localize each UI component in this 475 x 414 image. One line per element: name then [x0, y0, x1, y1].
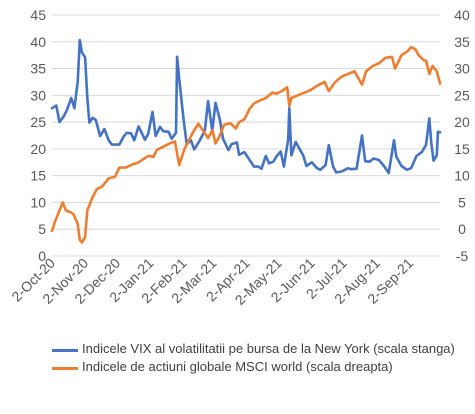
- right-axis-tick-label: 10: [454, 168, 470, 184]
- series-lines: [50, 38, 442, 244]
- right-axis-tick-label: -5: [456, 248, 469, 264]
- right-axis-tick-label: 20: [454, 114, 470, 130]
- left-axis-tick-label: 5: [38, 221, 46, 237]
- left-axis-tick-label: 40: [30, 34, 46, 50]
- right-axis-tick-label: 5: [458, 194, 466, 210]
- left-axis-tick-label: 15: [30, 168, 46, 184]
- legend-entry-vix: Indicele VIX al volatilitatii pe bursa d…: [52, 341, 472, 357]
- left-axis-tick-label: 0: [38, 248, 46, 264]
- right-axis-tick-label: 35: [454, 34, 470, 50]
- legend: Indicele VIX al volatilitatii pe bursa d…: [52, 341, 472, 377]
- x-axis-tick-labels: 2-Oct-202-Nov-202-Dec-202-Jan-212-Feb-21…: [8, 255, 416, 308]
- legend-label-msci: Indicele de actiuni globale MSCI world (…: [82, 359, 393, 374]
- legend-label-vix: Indicele VIX al volatilitatii pe bursa d…: [82, 341, 455, 356]
- left-axis-tick-label: 35: [30, 61, 46, 77]
- right-axis-tick-label: 0: [458, 221, 466, 237]
- legend-swatch-msci: [52, 367, 78, 370]
- series-line-vix: [50, 38, 442, 175]
- left-axis-tick-label: 10: [30, 194, 46, 210]
- legend-entry-msci: Indicele de actiuni globale MSCI world (…: [52, 359, 472, 375]
- legend-swatch-vix: [52, 349, 78, 352]
- right-axis-tick-label: 30: [454, 61, 470, 77]
- left-axis-tick-label: 20: [30, 141, 46, 157]
- left-axis-tick-label: 45: [30, 7, 46, 23]
- right-axis-tick-label: 15: [454, 141, 470, 157]
- right-axis-tick-label: 40: [454, 7, 470, 23]
- left-axis-tick-label: 25: [30, 114, 46, 130]
- left-axis-tick-labels: 0 5 10 15 20 25 30 35 40 45: [30, 7, 46, 264]
- left-axis-tick-label: 30: [30, 87, 46, 103]
- gridlines: [52, 14, 440, 257]
- right-axis-tick-label: 25: [454, 87, 470, 103]
- right-axis-tick-labels: -5 0 5 10 15 20 25 30 35 40: [454, 7, 470, 264]
- series-line-msci: [50, 45, 442, 244]
